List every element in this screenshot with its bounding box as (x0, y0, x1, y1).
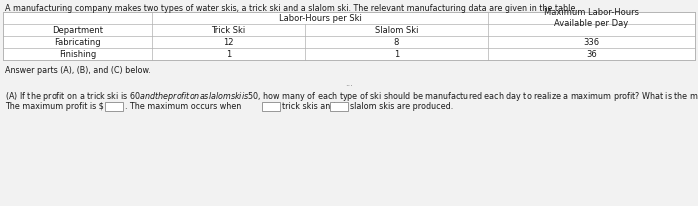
Text: 8: 8 (394, 37, 399, 47)
Text: 12: 12 (223, 37, 234, 47)
Text: 1: 1 (394, 49, 399, 59)
Text: The maximum profit is $: The maximum profit is $ (5, 102, 104, 111)
Bar (3, 12, 695, 60)
Text: trick skis and: trick skis and (282, 102, 335, 111)
Text: Department: Department (52, 26, 103, 34)
Text: (A) If the profit on a trick ski is $60 and the profit on a slalom ski is $50, h: (A) If the profit on a trick ski is $60 … (5, 90, 698, 103)
Text: Maximum Labor-Hours
Available per Day: Maximum Labor-Hours Available per Day (544, 8, 639, 28)
Text: slalom skis are produced.: slalom skis are produced. (350, 102, 453, 111)
Text: A manufacturing company makes two types of water skis, a trick ski and a slalom : A manufacturing company makes two types … (5, 4, 578, 13)
Text: 336: 336 (584, 37, 600, 47)
Text: Trick Ski: Trick Ski (211, 26, 246, 34)
Text: Labor-Hours per Ski: Labor-Hours per Ski (279, 14, 362, 22)
Text: ...: ... (345, 79, 353, 88)
Text: Slalom Ski: Slalom Ski (375, 26, 418, 34)
Bar (105, 102, 123, 110)
Text: Answer parts (A), (B), and (C) below.: Answer parts (A), (B), and (C) below. (5, 66, 151, 75)
Text: 1: 1 (226, 49, 231, 59)
Text: Finishing: Finishing (59, 49, 96, 59)
Text: 36: 36 (586, 49, 597, 59)
Bar (262, 102, 280, 110)
Bar (330, 102, 348, 110)
Text: . The maximum occurs when: . The maximum occurs when (125, 102, 242, 111)
Text: Fabricating: Fabricating (54, 37, 101, 47)
